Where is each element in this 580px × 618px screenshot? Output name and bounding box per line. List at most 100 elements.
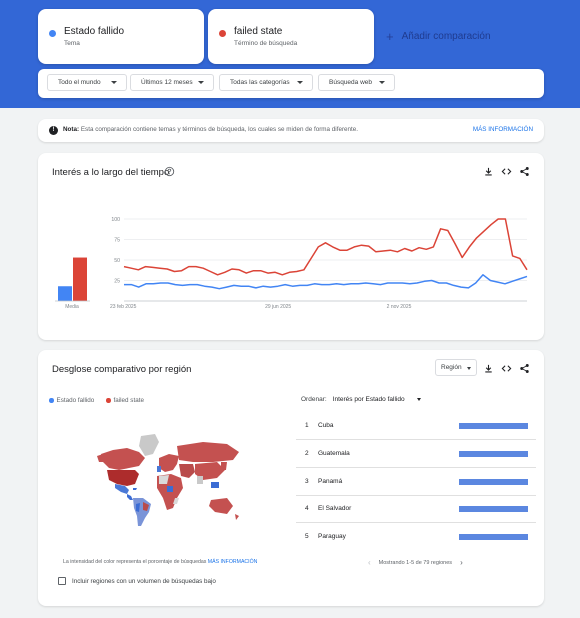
map-asia [195,462,225,480]
interest-over-time-card: Interés a lo largo del tiempo 100 75 50 25 2… [38,153,544,340]
add-comparison-button[interactable]: + Añadir comparación [386,28,491,44]
map-cuba [133,488,137,490]
add-comparison-label: Añadir comparación [401,31,491,42]
chevron-down-icon [416,398,421,401]
region-breakdown-card: Desglose comparativo por región Región E… [38,350,544,606]
average-bar [58,286,72,301]
help-icon[interactable] [164,166,175,177]
filter-region-button[interactable]: Todo el mundo [47,74,127,91]
table-row[interactable]: 2 Guatemala [296,440,536,468]
filter-label: Todo el mundo [58,79,101,86]
region-name[interactable]: Guatemala [318,450,350,457]
footnote-more-info-link[interactable]: MÁS INFORMACIÓN [207,559,258,565]
rank-number: 1 [305,422,309,429]
map-middle-east [179,464,195,478]
checkbox-box[interactable] [58,577,66,585]
note-more-info-link[interactable]: MÁS INFORMACIÓN [472,126,533,133]
term-name[interactable]: Estado fallido [64,26,125,37]
x-tick-label: 2 nov 2025 [387,304,412,310]
map-iberia [157,466,161,472]
map-south-america [133,498,151,526]
filter-label: Últimos 12 meses [141,79,193,86]
order-control[interactable]: Ordenar: Interés por Estado fallido [301,396,421,403]
embed-icon[interactable] [501,363,512,374]
note-text: Nota: Esta comparación contiene temas y … [63,126,358,133]
map-russia [177,442,239,462]
share-icon[interactable] [519,166,530,177]
rank-number: 5 [305,533,309,540]
region-name[interactable]: El Salvador [318,505,352,512]
map-india [197,476,203,484]
map-central-america [127,494,133,500]
pagination: ‹ Mostrando 1-5 de 79 regiones › [368,558,463,567]
term-type: Término de búsqueda [234,40,298,47]
note-body: Esta comparación contiene temas y términ… [80,126,359,133]
map-canada [101,448,145,470]
filter-label: Búsqueda web [329,79,373,86]
chevron-down-icon [379,81,385,84]
share-icon[interactable] [519,363,530,374]
map-mexico [115,484,129,494]
table-row[interactable]: 4 El Salvador [296,495,536,523]
legend-dot [49,398,54,403]
rank-number: 3 [305,478,309,485]
plus-icon: + [386,28,394,44]
table-row[interactable]: 1 Cuba [296,412,536,440]
embed-icon[interactable] [501,166,512,177]
download-icon[interactable] [483,363,494,374]
world-map [97,434,239,526]
table-row[interactable]: 3 Panamá [296,468,536,496]
term-name[interactable]: failed state [234,26,283,37]
color-intensity-note: La intensidad del color representa el po… [63,559,257,565]
region-bar [459,479,528,485]
table-row[interactable]: 5 Paraguay [296,523,536,551]
chevron-left-icon[interactable]: ‹ [368,558,371,567]
legend-item-estado-fallido: Estado fallido [49,397,94,404]
series-line [124,274,528,290]
order-value[interactable]: Interés por Estado fallido [332,396,405,403]
region-level-select[interactable]: Región [435,359,477,376]
filter-period-button[interactable]: Últimos 12 meses [130,74,214,91]
note-bold: Nota: [63,126,80,133]
chevron-down-icon [111,81,117,84]
term-type: Tema [64,40,80,47]
info-icon: ! [49,126,58,135]
region-bar [459,451,528,457]
map-new-zealand [235,514,239,520]
region-bar [459,506,528,512]
legend-label: Estado fallido [56,397,95,404]
rank-number: 2 [305,450,309,457]
term-color-dot [219,30,226,37]
region-name[interactable]: Panamá [318,478,343,485]
map-australia [209,498,233,514]
term-card-estado-fallido[interactable]: Estado fallido Tema [38,9,204,64]
filter-search-type-button[interactable]: Búsqueda web [318,74,395,91]
y-tick-label: 50 [114,258,120,264]
region-bar [459,423,528,429]
filter-label: Todas las categorías [230,79,290,86]
filter-category-button[interactable]: Todas las categorías [219,74,313,91]
x-tick-label: 29 jun 2025 [265,304,291,310]
map-alaska [97,454,105,462]
map-brazil-north [143,502,149,511]
region-title: Desglose comparativo por región [52,364,192,375]
rank-number: 4 [305,505,309,512]
region-bar [459,534,528,540]
filter-bar: Todo el mundo Últimos 12 meses Todas las… [38,69,544,98]
chevron-down-icon [297,81,303,84]
chevron-right-icon[interactable]: › [460,558,463,567]
footnote-text: La intensidad del color representa el po… [63,559,207,565]
map-africa-grey [173,498,179,504]
download-icon[interactable] [483,166,494,177]
map-sahara [159,475,169,484]
term-card-failed-state[interactable]: failed state Término de búsqueda [208,9,374,64]
y-tick-label: 25 [114,279,120,285]
pager-text: Mostrando 1-5 de 79 regiones [378,559,453,566]
region-name[interactable]: Cuba [318,422,334,429]
term-color-dot [49,30,56,37]
map-japan [221,462,227,470]
map-europe [159,454,179,472]
low-volume-checkbox[interactable]: Incluir regiones con un volumen de búsqu… [58,577,216,585]
region-name[interactable]: Paraguay [318,533,346,540]
comparison-note: ! Nota: Esta comparación contiene temas … [38,119,544,142]
